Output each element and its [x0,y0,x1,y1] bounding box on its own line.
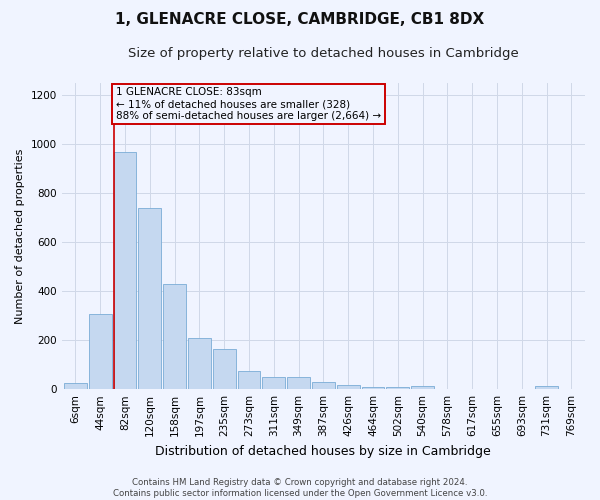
Bar [163,284,186,389]
Bar [386,386,409,389]
Y-axis label: Number of detached properties: Number of detached properties [15,148,25,324]
Bar [238,371,260,389]
Bar [64,383,87,389]
X-axis label: Distribution of detached houses by size in Cambridge: Distribution of detached houses by size … [155,444,491,458]
Bar [139,208,161,389]
Bar [287,378,310,389]
Bar [188,338,211,389]
Bar [535,386,558,389]
Bar [113,152,136,389]
Bar [337,385,359,389]
Text: 1 GLENACRE CLOSE: 83sqm
← 11% of detached houses are smaller (328)
88% of semi-d: 1 GLENACRE CLOSE: 83sqm ← 11% of detache… [116,88,381,120]
Bar [262,378,285,389]
Bar [362,386,385,389]
Bar [89,314,112,389]
Title: Size of property relative to detached houses in Cambridge: Size of property relative to detached ho… [128,48,519,60]
Bar [312,382,335,389]
Text: Contains HM Land Registry data © Crown copyright and database right 2024.
Contai: Contains HM Land Registry data © Crown c… [113,478,487,498]
Bar [411,386,434,389]
Bar [213,348,236,389]
Text: 1, GLENACRE CLOSE, CAMBRIDGE, CB1 8DX: 1, GLENACRE CLOSE, CAMBRIDGE, CB1 8DX [115,12,485,28]
